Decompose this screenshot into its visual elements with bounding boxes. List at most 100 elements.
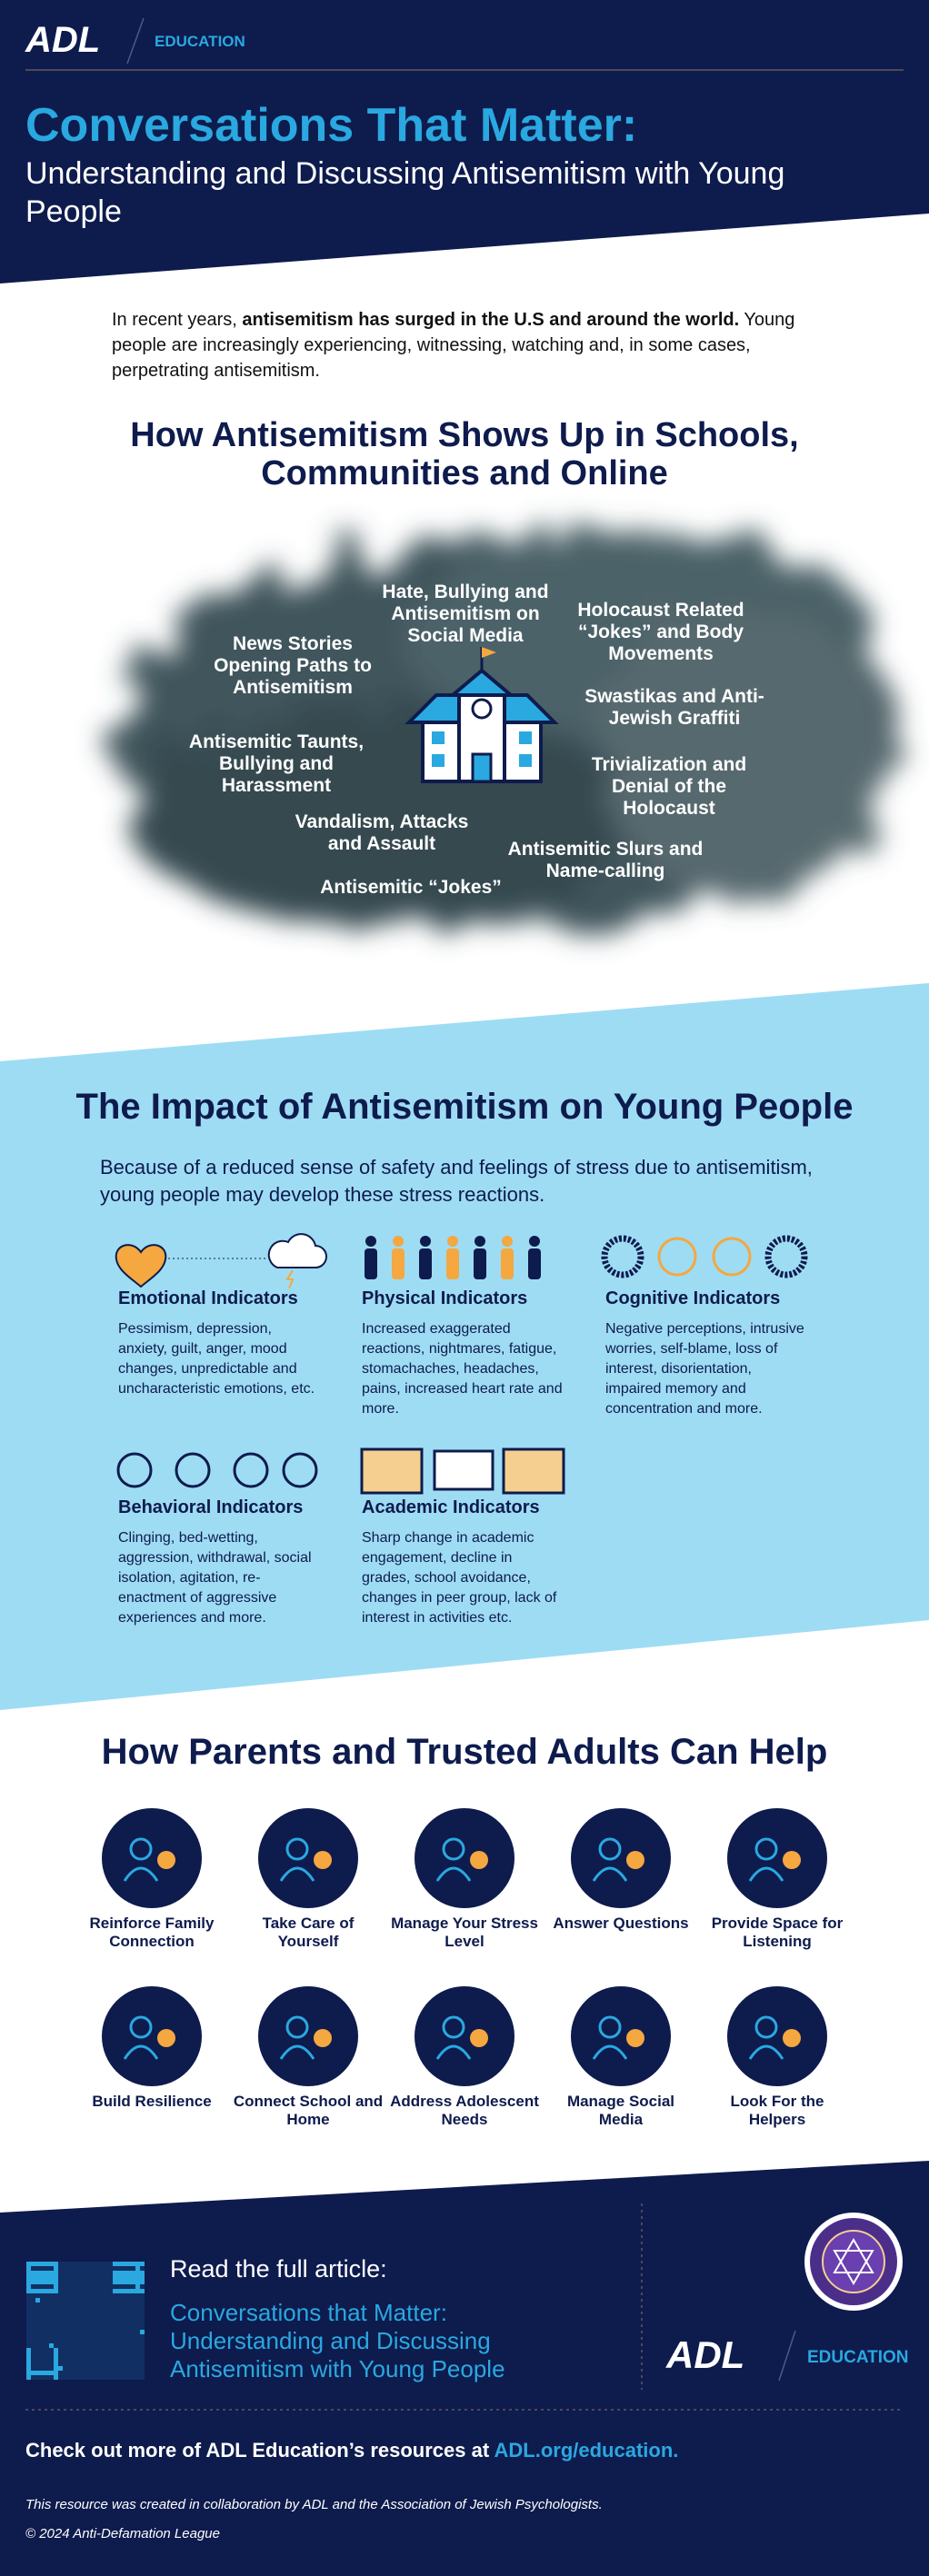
qr-module (122, 2280, 126, 2284)
help-label: Answer Questions (553, 1915, 689, 1932)
cloud-label: Trivialization and Denial of the Holocau… (591, 754, 747, 819)
qr-module (26, 2362, 31, 2366)
qr-module (35, 2262, 40, 2266)
qr-module (54, 2280, 58, 2284)
qr-module (26, 2289, 31, 2293)
help-icon-glyph (598, 1837, 622, 1861)
qr-module (135, 2289, 140, 2293)
qr-module (135, 2262, 140, 2266)
subtitle: Understanding and Discussing Antisemitis… (25, 156, 785, 229)
qr-module (26, 2357, 31, 2362)
qr-module (26, 2271, 31, 2275)
cloud-label: Antisemitic Slurs and Name-calling (507, 839, 704, 881)
cloud-label: Holocaust Related “Jokes” and Body Movem… (577, 600, 744, 664)
help-icon-glyph (279, 1866, 315, 1882)
person (474, 1248, 486, 1279)
qr-module (40, 2289, 45, 2293)
help-label: Reinforce Family Connection (89, 1915, 215, 1950)
qr-module (54, 2262, 58, 2266)
qr-module (45, 2262, 49, 2266)
qr-module (126, 2262, 131, 2266)
help-label: Connect School and Home (233, 2093, 384, 2128)
qr-module (140, 2275, 145, 2280)
intro: In recent years, antisemitism has surged… (112, 307, 830, 383)
qr-module (126, 2289, 131, 2293)
person (501, 1248, 514, 1279)
section-heading: How Antisemitism Shows Up in Schools, Co… (130, 416, 799, 492)
qr-module (122, 2271, 126, 2275)
person (392, 1248, 405, 1279)
qr-module (26, 2275, 31, 2280)
help-icon-glyph (470, 2029, 488, 2047)
qr-module (131, 2262, 135, 2266)
help-icon-glyph (626, 2029, 644, 2047)
qr-module (45, 2371, 49, 2375)
qr-module (54, 2362, 58, 2366)
help-icon-glyph (592, 2044, 628, 2060)
indicator-text: Increased exaggerated reactions, nightma… (362, 1321, 563, 1417)
qr-module (131, 2275, 135, 2280)
qr-module (131, 2271, 135, 2275)
help-icon (415, 1808, 514, 1908)
cloud-label: Antisemitic “Jokes” (320, 877, 502, 898)
qr-module (35, 2275, 40, 2280)
impact-bg (0, 983, 929, 1710)
person (420, 1236, 431, 1247)
divider (778, 2330, 796, 2382)
indicator-title: Cognitive Indicators (605, 1288, 781, 1308)
indicator-title: Emotional Indicators (118, 1288, 298, 1308)
help-icon (102, 1986, 202, 2086)
qr-module (45, 2275, 49, 2280)
qr-module (117, 2271, 122, 2275)
qr-module (31, 2280, 35, 2284)
qr-module (113, 2262, 117, 2266)
qr-module (49, 2271, 54, 2275)
copyright: © 2024 Anti-Defamation League (25, 2526, 220, 2541)
logo: ADL (666, 2333, 745, 2376)
help-label: Address Adolescent Needs (390, 2093, 539, 2128)
help-icon-glyph (592, 1866, 628, 1882)
qr-module (54, 2366, 58, 2371)
qr-module (40, 2262, 45, 2266)
credit: This resource was created in collaborati… (25, 2497, 603, 2512)
intro-text: Young people are increasingly experienci… (112, 310, 795, 381)
help-icon-glyph (748, 2044, 784, 2060)
qr-module (45, 2271, 49, 2275)
qr-module (26, 2375, 31, 2380)
help-icon-glyph (129, 1837, 153, 1861)
help-icon (258, 1986, 358, 2086)
qr-code (26, 2262, 145, 2380)
help-icon-glyph (314, 1851, 332, 1869)
people-icons (365, 1236, 541, 1279)
help-icon-glyph (279, 2044, 315, 2060)
indicator-text: Clinging, bed-wetting, aggression, withd… (118, 1530, 312, 1626)
qr-module (49, 2371, 54, 2375)
qr-module (31, 2275, 35, 2280)
header-bg (0, 0, 929, 283)
help-icon (727, 1808, 827, 1908)
indicator-title: Physical Indicators (362, 1288, 528, 1308)
qr-module (140, 2289, 145, 2293)
help-icon-glyph (123, 1866, 159, 1882)
qr-module (140, 2330, 145, 2334)
qr-module (126, 2280, 131, 2284)
help-icon-glyph (470, 1851, 488, 1869)
cloud-label: Swastikas and Anti-Jewish Graffiti (584, 686, 764, 729)
qr-module (135, 2284, 140, 2289)
qr-module (113, 2275, 117, 2280)
intro-text: In recent years, (112, 310, 237, 330)
help-label: Manage Your Stress Level (391, 1915, 538, 1950)
cta-text: Check out more of ADL Education’s resour… (25, 2439, 490, 2462)
help-icon-glyph (442, 2015, 465, 2039)
qr-module (35, 2289, 40, 2293)
cta: Check out more of ADL Education’s resour… (25, 2439, 678, 2462)
qr-module (31, 2262, 35, 2266)
indicator-text: Negative perceptions, intrusive worries,… (605, 1321, 804, 1417)
article-link[interactable]: Conversations that Matter: Understanding… (170, 2299, 505, 2382)
section-heading: How Parents and Trusted Adults Can Help (101, 1732, 828, 1772)
qr-module (117, 2262, 122, 2266)
indicator-title: Academic Indicators (362, 1497, 540, 1517)
cta-link[interactable]: ADL.org/education. (494, 2439, 679, 2462)
indicator-text: Pessimism, depression, anxiety, guilt, a… (118, 1321, 315, 1397)
